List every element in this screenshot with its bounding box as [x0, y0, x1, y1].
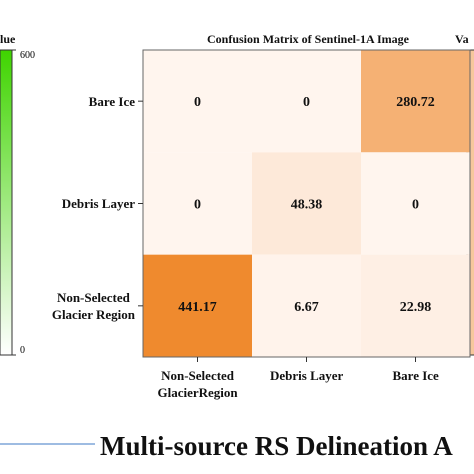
y-tick-label: Debris Layer [61, 196, 135, 211]
chart-title: Confusion Matrix of Sentinel-1A Image [207, 32, 409, 46]
cell-label: 0 [303, 95, 310, 110]
caption: Multi-source RS Delineation A [100, 431, 453, 461]
colorbar-tick-label: 0 [20, 345, 25, 356]
heatmap-cell [361, 50, 470, 153]
cell-label: 22.98 [400, 300, 432, 315]
colorbar-tick-label: 600 [20, 50, 35, 61]
colorbar-label: lue [0, 32, 16, 46]
heatmap-cell [252, 152, 361, 255]
cell-label: 6.67 [294, 300, 319, 315]
heatmap-cell [143, 152, 252, 255]
x-tick-label: Bare Ice [392, 368, 439, 383]
heatmap-cell [143, 254, 252, 357]
cell-label: 441.17 [178, 300, 217, 315]
heatmap-cell [252, 254, 361, 357]
cell-label: 48.38 [291, 198, 323, 213]
heatmap-cell [252, 50, 361, 153]
y-tick-label: Non-Selected Glacier Region [51, 289, 135, 322]
cell-label: 280.72 [396, 95, 435, 110]
y-tick-label: Bare Ice [88, 93, 135, 109]
heatmap-cell [361, 254, 470, 357]
cell-label: 0 [412, 198, 419, 213]
heatmap-cell [143, 50, 252, 153]
colorbar [0, 49, 13, 356]
heatmap-cell [361, 152, 470, 255]
x-tick-label: Non-Selected GlacierRegion [157, 368, 238, 400]
cell-label: 0 [194, 198, 201, 213]
cell-label: 0 [194, 95, 201, 110]
cropped-label: Va [455, 32, 469, 46]
x-tick-label: Debris Layer [270, 368, 344, 383]
